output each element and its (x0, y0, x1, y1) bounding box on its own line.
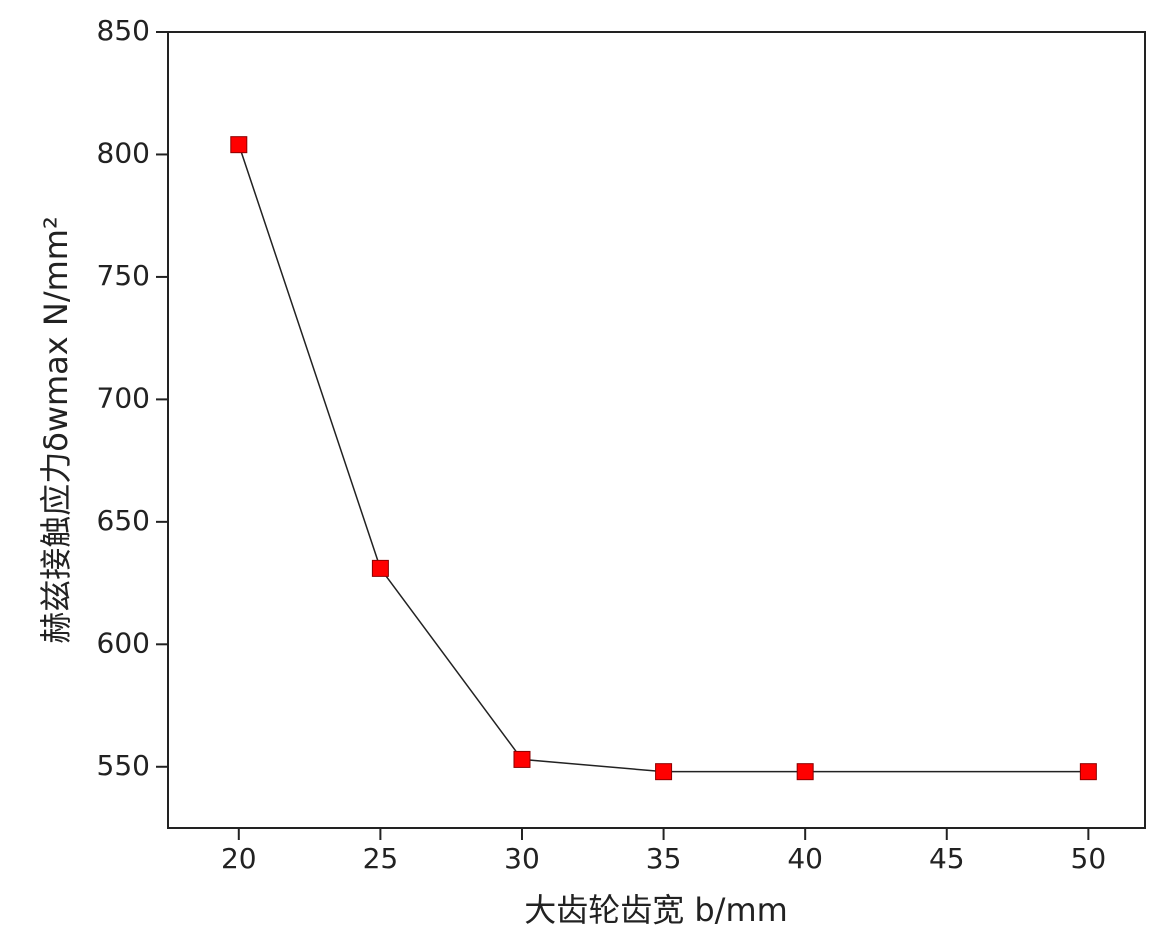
series-line (238, 144, 1089, 773)
y-tick-label: 700 (97, 381, 150, 414)
x-tick-label: 40 (787, 842, 823, 875)
point-marker (371, 559, 389, 577)
y-tick-label: 800 (97, 136, 150, 169)
y-axis-title: 赫兹接触应力δwmax N/mm² (37, 216, 75, 644)
point-marker (230, 136, 248, 154)
point-marker (655, 763, 673, 781)
x-tick-label: 20 (221, 842, 257, 875)
x-tick-label: 50 (1071, 842, 1107, 875)
point-marker (513, 750, 531, 768)
x-axis-title: 大齿轮齿宽 b/mm (524, 891, 788, 929)
point-marker (1079, 763, 1097, 781)
y-tick-label: 650 (97, 504, 150, 537)
x-tick-label: 35 (646, 842, 682, 875)
y-tick-label: 550 (97, 749, 150, 782)
y-tick-label: 850 (97, 14, 150, 47)
y-tick-label: 750 (97, 259, 150, 292)
x-tick-label: 45 (929, 842, 965, 875)
x-tick-label: 30 (504, 842, 540, 875)
plot-frame (167, 31, 1146, 829)
point-marker (796, 763, 814, 781)
y-tick-label: 600 (97, 626, 150, 659)
x-tick-label: 25 (363, 842, 399, 875)
